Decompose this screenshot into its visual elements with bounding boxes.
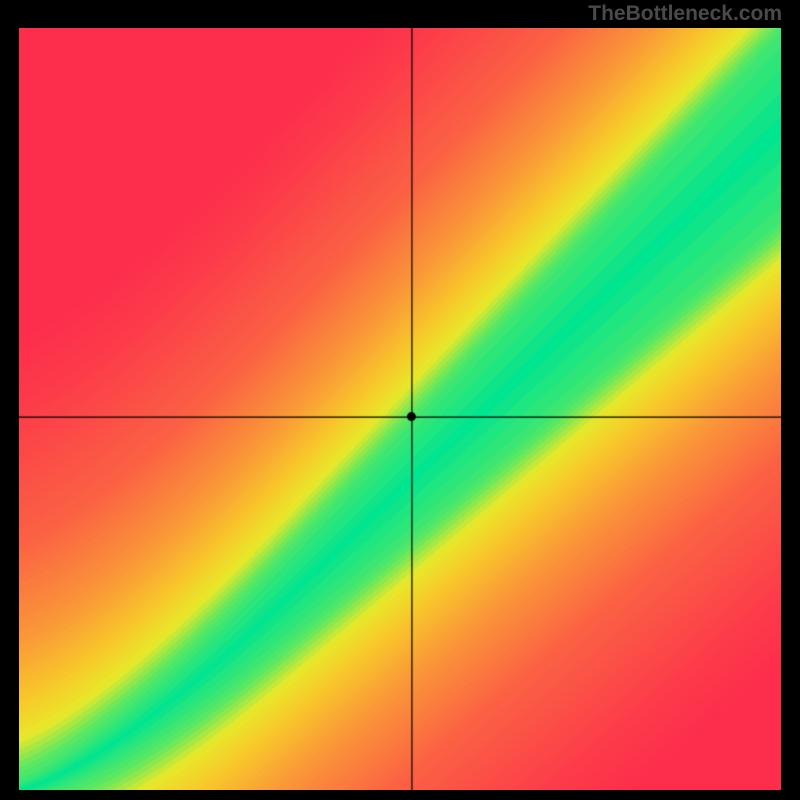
chart-frame: TheBottleneck.com <box>0 0 800 800</box>
bottleneck-heatmap <box>19 28 781 790</box>
watermark-text: TheBottleneck.com <box>588 2 782 26</box>
